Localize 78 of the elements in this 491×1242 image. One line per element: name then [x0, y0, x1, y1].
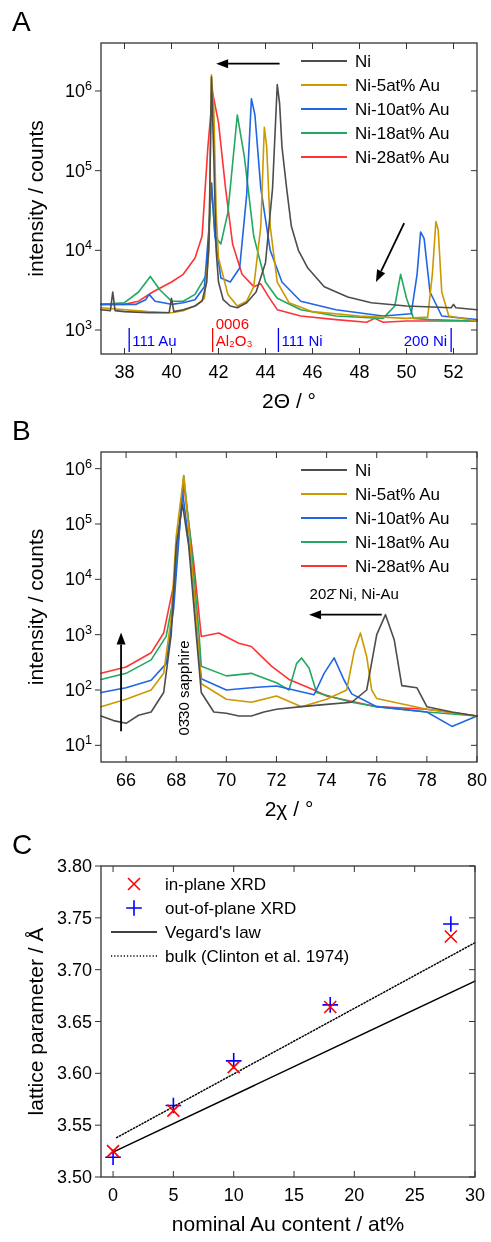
ref-line-label: 0006 Al₂O₃	[215, 315, 253, 349]
x-axis-title: nominal Au content / at%	[171, 1212, 405, 1235]
legend-label: Ni-10at% Au	[355, 100, 450, 119]
legend-label: Ni-28at% Au	[355, 557, 450, 576]
annotation: 03̄30 sapphire	[174, 640, 192, 736]
y-tick-label: 10$^{6}$	[64, 456, 92, 479]
ref-line-label: 111 Au	[132, 332, 177, 349]
y-tick-label: 3.70	[56, 959, 92, 980]
x-tick-label: 15	[284, 1185, 305, 1205]
legend-label: Ni	[355, 52, 372, 71]
x-axis-title: 2Θ / °	[262, 389, 316, 412]
chart-title: C	[12, 829, 33, 860]
legend-label: bulk (Clinton et al. 1974)	[165, 947, 350, 966]
x-tick-label: 78	[416, 770, 437, 790]
x-tick-label: 72	[266, 770, 287, 790]
chart-title: B	[12, 415, 31, 446]
x-tick-label: 70	[216, 770, 237, 790]
legend-label: Ni-18at% Au	[355, 533, 450, 552]
point	[321, 996, 339, 1014]
x-tick-label: 20	[344, 1185, 365, 1205]
y-tick-label: 10$^{4}$	[64, 567, 92, 590]
y-tick-label: 10$^{5}$	[64, 511, 92, 534]
x-tick-label: 52	[443, 362, 464, 382]
y-tick-label: 3.65	[56, 1011, 92, 1032]
legend-label: Ni-5at% Au	[355, 485, 441, 504]
y-axis-title: intensity / counts	[24, 528, 47, 686]
x-tick-label: 0	[108, 1185, 119, 1205]
x-tick-label: 44	[255, 362, 276, 382]
y-tick-label: 3.55	[56, 1115, 92, 1136]
x-tick-label: 76	[366, 770, 387, 790]
legend-label: Ni-5at% Au	[355, 76, 441, 95]
y-axis-title: lattice parameter / Å	[24, 927, 47, 1116]
x-axis-title: 2χ / °	[264, 797, 314, 820]
chart-title: A	[12, 6, 31, 37]
x-tick-label: 80	[466, 770, 488, 790]
legend-label: Vegard's law	[165, 923, 262, 942]
legend-label: Ni-10at% Au	[355, 509, 450, 528]
x-tick-label: 5	[168, 1185, 179, 1205]
point	[226, 1060, 241, 1074]
point	[442, 915, 460, 933]
x-tick-label: 42	[208, 362, 229, 382]
ref-line-label: 200 Ni	[403, 332, 448, 349]
x-tick-label: 30	[464, 1185, 486, 1205]
y-tick-label: 10$^{5}$	[64, 158, 92, 181]
legend-label: Ni-28at% Au	[355, 148, 450, 167]
point	[166, 1103, 181, 1118]
legend-label: in-plane XRD	[165, 875, 267, 894]
point	[164, 1096, 182, 1115]
x-tick-label: 50	[396, 362, 417, 382]
point	[106, 1144, 120, 1158]
x-tick-label: 46	[302, 362, 323, 382]
y-tick-label: 3.60	[56, 1063, 92, 1084]
x-tick-label: 74	[316, 770, 337, 790]
x-tick-label: 38	[114, 362, 135, 382]
y-tick-label: 10$^{4}$	[64, 238, 92, 261]
x-tick-label: 25	[404, 1185, 425, 1205]
x-tick-label: 10	[223, 1185, 244, 1205]
y-tick-label: 3.75	[56, 907, 92, 928]
y-tick-label: 10$^{3}$	[64, 318, 92, 341]
ref-line-label: 111 Ni	[281, 332, 323, 349]
legend-label: Ni	[355, 461, 372, 480]
legend-label: Ni-18at% Au	[355, 124, 450, 143]
point	[323, 1000, 338, 1014]
y-tick-label: 3.80	[56, 856, 92, 876]
point	[225, 1052, 243, 1070]
x-tick-label: 68	[166, 770, 187, 790]
x-tick-label: 48	[349, 362, 370, 382]
y-tick-label: 3.50	[56, 1167, 92, 1187]
y-tick-label: 10$^{6}$	[64, 78, 92, 101]
x-tick-label: 66	[116, 770, 137, 790]
y-axis-title: intensity / counts	[24, 120, 47, 277]
y-tick-label: 10$^{3}$	[64, 622, 92, 645]
annotation: 202̄ Ni, Ni-Au	[309, 584, 399, 602]
y-tick-label: 10$^{1}$	[64, 733, 92, 756]
legend-label: out-of-plane XRD	[165, 899, 297, 918]
x-tick-label: 40	[161, 362, 182, 382]
point	[444, 929, 458, 944]
y-tick-label: 10$^{2}$	[64, 678, 92, 701]
